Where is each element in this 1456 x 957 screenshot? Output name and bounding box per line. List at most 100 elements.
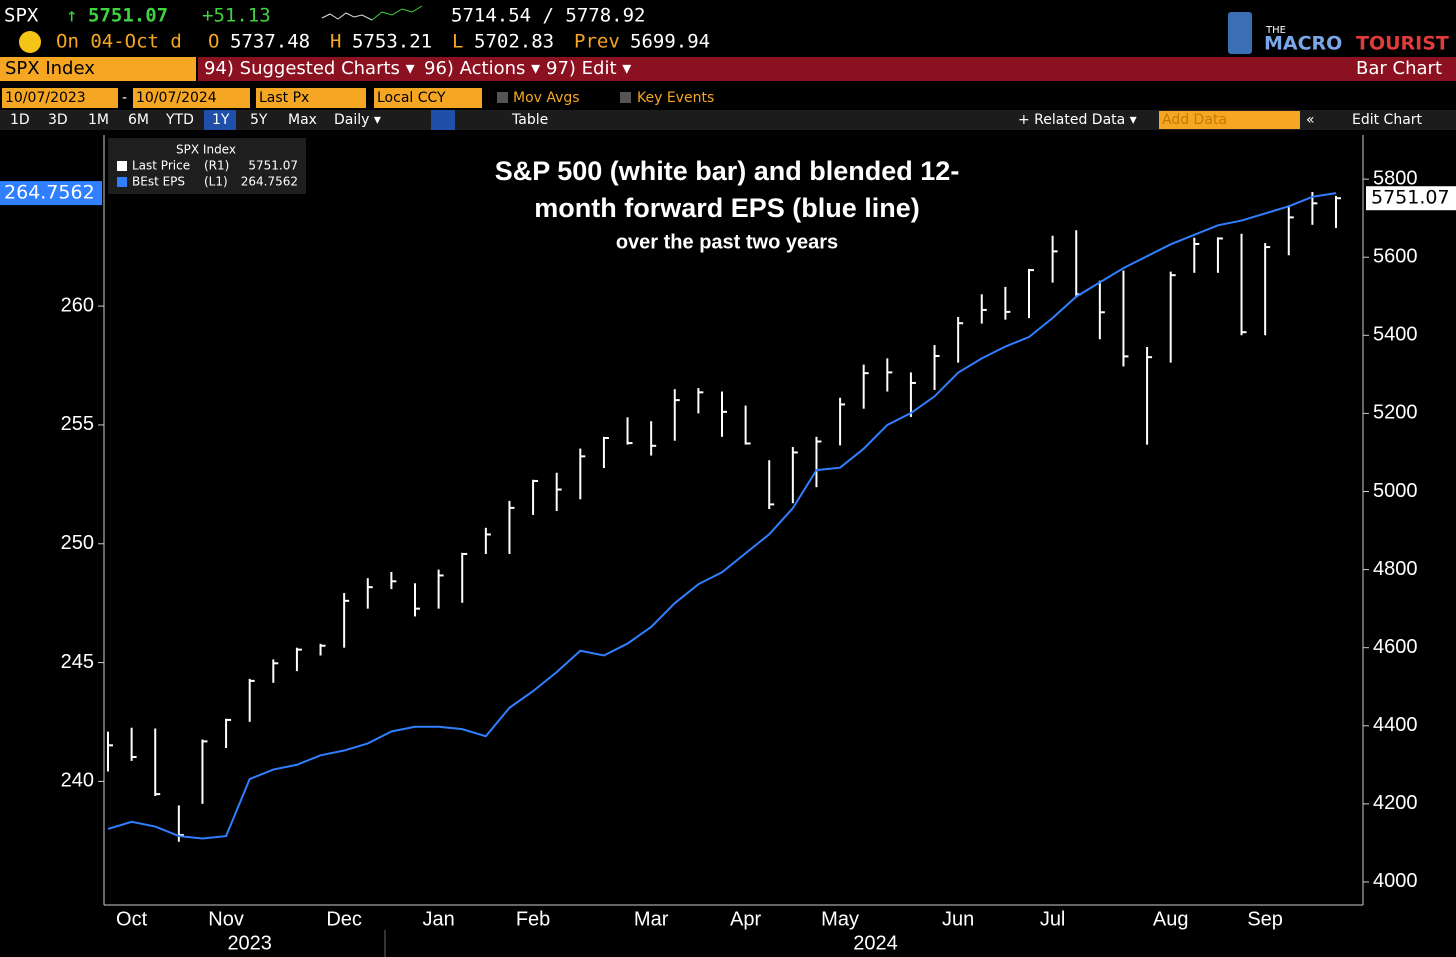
high-label: H — [330, 31, 341, 53]
menu-item[interactable]: 94) Suggested Charts ▾ — [204, 58, 415, 79]
chart-title: month forward EPS (blue line) — [534, 193, 920, 223]
back[interactable]: « — [1306, 112, 1315, 128]
y-tick-label: 255 — [61, 413, 94, 435]
y2-tick-label: 5800 — [1373, 167, 1418, 189]
menu-bar — [198, 57, 1456, 81]
chart-title: S&P 500 (white bar) and blended 12- — [495, 156, 960, 186]
last-tag — [0, 181, 102, 206]
y-tick-label: 240 — [61, 770, 94, 792]
chart-subtitle: over the past two years — [616, 231, 838, 253]
x-tick-label: Aug — [1153, 908, 1189, 930]
change: +51.13 — [202, 5, 271, 27]
logo-a: MACRO — [1264, 33, 1342, 55]
open-label: O — [208, 31, 219, 53]
legend-title: SPX Index — [176, 143, 236, 157]
x-tick-label: Apr — [730, 908, 761, 930]
arrow: ↑ — [66, 5, 77, 27]
end-date: 10/07/2024 — [136, 90, 217, 106]
menu-item[interactable]: 97) Edit ▾ — [546, 58, 631, 79]
y2-tick-label: 5600 — [1373, 245, 1418, 267]
period-button[interactable]: YTD — [165, 112, 194, 128]
x-tick-label: Mar — [634, 908, 669, 930]
x-tick-label: Oct — [116, 908, 148, 930]
input[interactable] — [1159, 111, 1300, 129]
period-button[interactable]: 6M — [128, 112, 149, 128]
edit-chart[interactable]: Edit Chart — [1352, 112, 1423, 128]
input[interactable] — [374, 88, 482, 108]
low: 5702.83 — [474, 31, 554, 53]
x-tick-label: Jan — [422, 908, 454, 930]
high: 5753.21 — [352, 31, 432, 53]
x-tick-label: May — [821, 908, 859, 930]
low-label: L — [452, 31, 463, 53]
period-button[interactable]: 1Y — [212, 112, 230, 128]
y2-tick-label: 4400 — [1373, 714, 1418, 736]
eps-line — [107, 192, 1337, 840]
currency: Local CCY — [377, 90, 446, 106]
y2-tick-label: 4000 — [1373, 870, 1418, 892]
prev-label: Prev — [574, 31, 620, 53]
input[interactable] — [2, 88, 118, 108]
y2-tick-label: 5200 — [1373, 402, 1418, 424]
last-tag — [1366, 186, 1456, 211]
chart-kind: Bar Chart — [1356, 58, 1442, 79]
tool-icon[interactable] — [431, 110, 455, 130]
legend-name: BEst EPS — [132, 175, 185, 189]
logo-icon — [1228, 12, 1252, 54]
legend-value: 5751.07 — [248, 159, 298, 173]
frequency[interactable]: Daily ▾ — [334, 112, 381, 128]
y2-tick-label: 5000 — [1373, 480, 1418, 502]
logo-top: THE — [1265, 25, 1286, 36]
period-button[interactable]: 3D — [48, 112, 68, 128]
sparkline — [371, 5, 423, 21]
legend-name: Last Price — [132, 159, 190, 173]
key-events: Key Events — [637, 90, 714, 106]
x-tick-label: Jun — [942, 908, 974, 930]
range: 5714.54 / 5778.92 — [451, 5, 645, 27]
sparkline — [321, 12, 373, 21]
period-button[interactable]: 1D — [10, 112, 30, 128]
y2-tick-label: 4200 — [1373, 792, 1418, 814]
year-label: 2023 — [227, 932, 272, 954]
legend-swatch — [117, 177, 127, 187]
legend-swatch — [117, 161, 127, 171]
input[interactable] — [133, 88, 250, 108]
y2-tick-label: 5400 — [1373, 324, 1418, 346]
dash: - — [122, 90, 127, 106]
mov-avgs: Mov Avgs — [513, 90, 580, 106]
security-box — [0, 57, 196, 81]
checkbox[interactable] — [497, 92, 508, 103]
x-tick-label: Nov — [208, 908, 244, 930]
y-tick-label: 245 — [61, 651, 94, 673]
year-label: 2024 — [853, 932, 898, 954]
prev: 5699.94 — [630, 31, 710, 53]
y2-tick-label: 4600 — [1373, 636, 1418, 658]
active-period — [204, 110, 236, 130]
period-button[interactable]: 1M — [88, 112, 109, 128]
x-tick-label: Dec — [326, 908, 362, 930]
table[interactable]: Table — [511, 112, 548, 128]
checkbox[interactable] — [620, 92, 631, 103]
start-date: 10/07/2023 — [5, 90, 86, 106]
add-data: Add Data — [1162, 112, 1227, 128]
menu-item[interactable]: 96) Actions ▾ — [424, 58, 540, 79]
price: 5751.07 — [88, 5, 168, 27]
period-button[interactable]: Max — [288, 112, 317, 128]
x-tick-label: Feb — [516, 908, 550, 930]
input[interactable] — [256, 88, 366, 108]
field: Last Px — [259, 90, 309, 106]
legend-value: 264.7562 — [241, 175, 298, 189]
y2-tick-label: 4800 — [1373, 558, 1418, 580]
legend — [108, 138, 306, 194]
period-button[interactable]: 5Y — [250, 112, 268, 128]
status-icon — [19, 31, 41, 53]
logo-b: TOURIST — [1356, 33, 1449, 55]
x-tick-label: Jul — [1040, 908, 1066, 930]
open: 5737.48 — [230, 31, 310, 53]
date: On 04-Oct d — [56, 31, 182, 53]
related[interactable]: + Related Data ▾ — [1018, 112, 1137, 128]
legend-tag: (R1) — [204, 159, 229, 173]
y-tick-label: 250 — [61, 532, 94, 554]
security: SPX Index — [5, 58, 95, 79]
last-tag-value: 5751.07 — [1371, 187, 1450, 209]
